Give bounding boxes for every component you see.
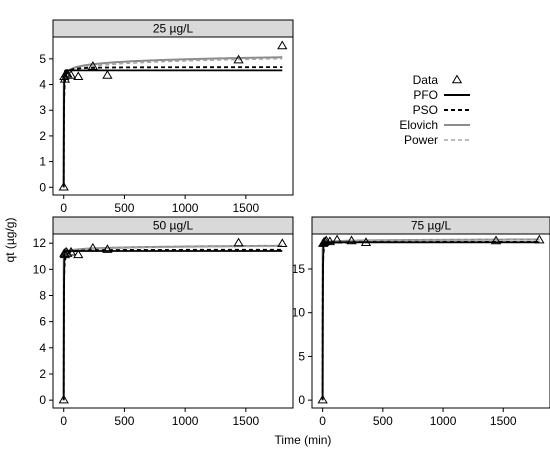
data-point	[233, 237, 244, 247]
y-tick-label: 4	[39, 78, 46, 92]
data-point	[87, 61, 99, 70]
strip-label: 75 µg/L	[411, 219, 452, 233]
y-tick-label: 2	[39, 367, 46, 381]
data-point	[490, 235, 502, 245]
data-point	[58, 181, 69, 191]
y-tick-label: 5	[39, 52, 46, 66]
data-point	[73, 249, 84, 259]
curve-power	[321, 238, 540, 401]
y-tick-label: 3	[39, 103, 46, 117]
x-tick-label: 1500	[233, 201, 260, 215]
data-point	[277, 238, 288, 248]
data-point	[65, 70, 77, 79]
panel-frame	[311, 233, 550, 409]
x-tick-label: 500	[373, 414, 393, 428]
curve-power	[62, 245, 283, 401]
curve-pfo	[321, 241, 540, 401]
data-point	[331, 234, 343, 244]
curve-pfo	[62, 69, 283, 188]
legend-label: PSO	[413, 103, 438, 117]
data-point	[360, 237, 372, 246]
x-tick-label: 1000	[430, 414, 457, 428]
data-point	[102, 70, 113, 79]
data-point	[233, 54, 244, 64]
strip-label: 25 µg/L	[153, 22, 194, 36]
y-tick-label: 1	[39, 155, 46, 169]
x-tick-label: 500	[114, 414, 134, 428]
curve-elovich	[321, 238, 540, 401]
data-point	[324, 236, 336, 246]
y-tick-label: 8	[39, 288, 46, 302]
y-axis-title: qt (µg/g)	[3, 218, 17, 263]
curve-pso	[62, 248, 283, 401]
y-tick-label: 15	[292, 262, 306, 276]
y-tick-label: 0	[39, 393, 46, 407]
legend-label: PFO	[413, 88, 438, 102]
curve-pso	[62, 66, 283, 188]
data-point	[62, 248, 73, 257]
x-tick-label: 0	[60, 201, 67, 215]
curve-pfo	[62, 250, 283, 401]
y-tick-label: 12	[33, 236, 47, 250]
panel-frame	[52, 36, 294, 196]
data-point	[534, 234, 545, 244]
strip-label: 50 µg/L	[153, 219, 194, 233]
x-tick-label: 0	[60, 414, 67, 428]
curve-pso	[321, 241, 540, 401]
x-tick-label: 500	[114, 201, 134, 215]
panel-1: 50 µg/L 0 2 4 6 8 10 12 0 500 1000 1500	[33, 216, 294, 428]
legend-key-triangle	[451, 74, 463, 84]
data-point	[346, 235, 357, 245]
panel-0: 25 µg/L 0 1 2 3 4 5 0 500 1000 1500	[39, 19, 294, 215]
y-tick-label: 0	[39, 180, 46, 194]
data-point	[65, 246, 77, 256]
y-tick-label: 5	[298, 349, 305, 363]
data-point	[318, 237, 329, 246]
x-tick-label: 0	[319, 414, 326, 428]
y-tick-label: 2	[39, 129, 46, 143]
x-axis-title: Time (min)	[275, 433, 332, 447]
y-tick-label: 10	[292, 306, 306, 320]
curve-elovich	[62, 56, 283, 188]
data-point	[102, 244, 113, 253]
y-tick-label: 6	[39, 315, 46, 329]
data-point	[277, 40, 288, 50]
x-tick-label: 1000	[172, 201, 199, 215]
data-point	[317, 394, 328, 404]
x-tick-label: 1500	[233, 414, 260, 428]
curve-power	[62, 57, 283, 188]
data-point	[58, 394, 69, 404]
panel-2: 75 µg/L 0 5 10 15 0 500 1000 1500	[292, 216, 550, 428]
y-tick-label: 4	[39, 341, 46, 355]
x-tick-label: 1500	[490, 414, 517, 428]
legend-label: Elovich	[399, 118, 438, 132]
y-tick-label: 10	[33, 262, 47, 276]
curve-elovich	[62, 244, 283, 401]
data-point	[87, 242, 99, 252]
y-tick-label: 0	[298, 393, 305, 407]
legend-label: Power	[404, 133, 438, 147]
panel-frame	[52, 233, 294, 409]
legend-label: Data	[413, 73, 439, 87]
x-tick-label: 1000	[172, 414, 199, 428]
data-point	[73, 71, 84, 81]
